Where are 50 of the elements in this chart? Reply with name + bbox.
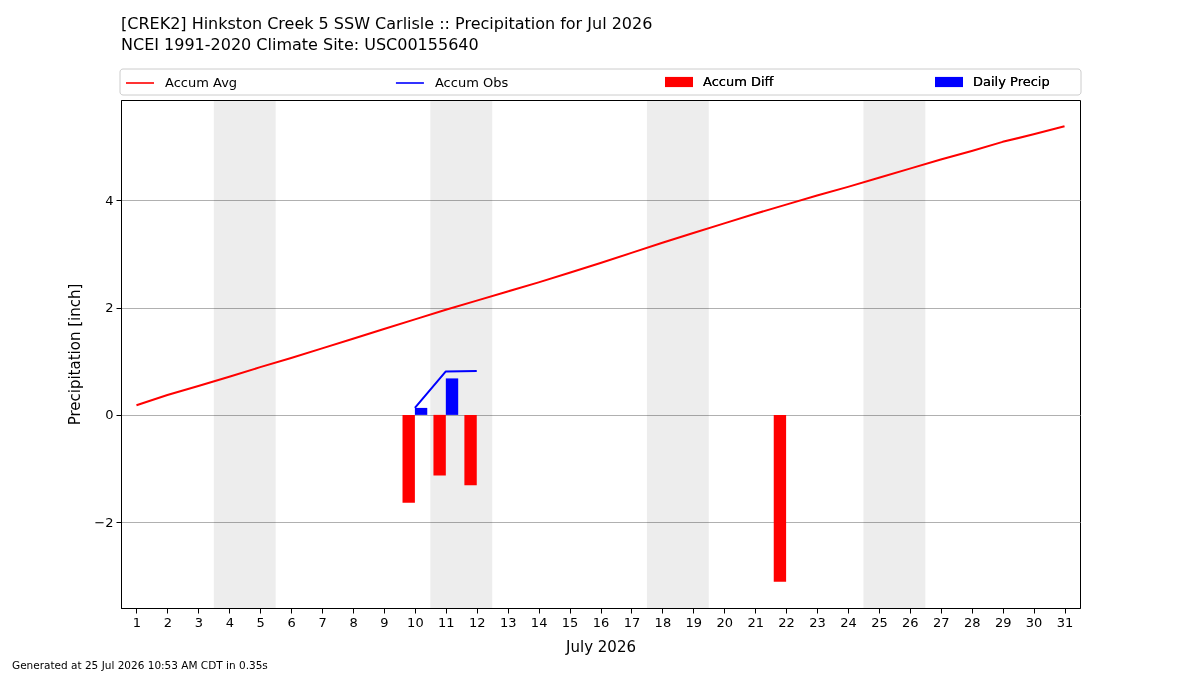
x-tick-label: 18 (654, 614, 672, 630)
x-tick-label: 13 (499, 614, 517, 630)
legend-label: Accum Diff (703, 74, 775, 89)
chart-title: [CREK2] Hinkston Creek 5 SSW Carlisle :: Precipitation for Jul 2026 (121, 14, 653, 33)
x-tick-label: 28 (963, 614, 981, 630)
x-tick-label: 5 (256, 614, 265, 630)
x-tick-label: 31 (1056, 614, 1074, 630)
x-tick-label: 19 (685, 614, 703, 630)
chart-subtitle: NCEI 1991-2020 Climate Site: USC00155640 (121, 35, 479, 54)
x-tick-label: 6 (287, 614, 296, 630)
bar (433, 414, 446, 476)
y-tick-label: 2 (105, 300, 114, 316)
x-tick-label: 22 (778, 614, 795, 630)
y-tick-label: 0 (105, 407, 114, 423)
bar (402, 414, 415, 503)
x-tick-label: 25 (871, 614, 888, 630)
x-tick-label: 11 (438, 614, 455, 630)
x-tick-label: 30 (1025, 614, 1043, 630)
bar (464, 414, 477, 486)
legend-label: Accum Obs (434, 75, 509, 90)
y-axis-title: Precipitation [inch] (66, 283, 85, 426)
text: Generated at 25 Jul 2026 10:53 AM CDT in 0.35s (12, 659, 268, 671)
bar (445, 378, 459, 415)
x-tick-label: 27 (933, 614, 950, 630)
x-tick-label: 17 (623, 614, 641, 630)
bar (773, 414, 787, 582)
x-tick-label: 23 (809, 614, 826, 630)
x-tick-label: 4 (225, 614, 234, 630)
x-tick-label: 10 (407, 614, 424, 630)
x-tick-label: 14 (530, 614, 548, 630)
y-tick-label: 4 (105, 192, 114, 208)
legend-label: Accum Avg (165, 75, 238, 90)
x-tick-label: 3 (194, 614, 203, 630)
x-tick-label: 21 (747, 614, 764, 630)
x-tick-label: 7 (318, 614, 327, 630)
x-tick-label: 29 (994, 614, 1012, 630)
x-tick-label: 1 (132, 614, 142, 630)
line-series (135, 125, 1066, 407)
x-tick-label: 8 (349, 614, 358, 630)
x-tick-label: 24 (840, 614, 857, 630)
x-tick-label: 16 (592, 614, 610, 630)
legend-label: Daily Precip (972, 74, 1050, 89)
x-tick-label: 20 (716, 614, 734, 630)
x-tick-label: 2 (163, 614, 173, 630)
x-tick-label: 12 (468, 614, 486, 630)
y-tick-label: −2 (94, 514, 114, 530)
x-tick-label: 15 (561, 614, 579, 630)
x-tick-label: 9 (380, 614, 389, 630)
x-axis-title: July 2026 (565, 637, 636, 656)
x-tick-label: 26 (902, 614, 919, 630)
